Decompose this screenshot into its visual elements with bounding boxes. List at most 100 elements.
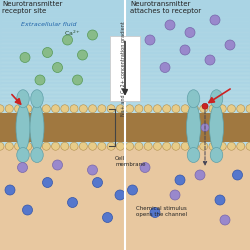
- Text: Neurotransmitter
receptor site: Neurotransmitter receptor site: [2, 1, 63, 14]
- Circle shape: [172, 105, 180, 113]
- Circle shape: [24, 142, 32, 150]
- Circle shape: [61, 105, 69, 113]
- Circle shape: [160, 62, 170, 72]
- Bar: [0, 105, 250, 109]
- Circle shape: [190, 142, 198, 150]
- Circle shape: [175, 175, 185, 185]
- Bar: [0, 101, 250, 105]
- Circle shape: [14, 142, 22, 150]
- Circle shape: [150, 208, 160, 218]
- Circle shape: [228, 105, 235, 113]
- Circle shape: [140, 162, 150, 172]
- Bar: [0, 52, 250, 56]
- Circle shape: [88, 105, 96, 113]
- Text: Extracellular fluid: Extracellular fluid: [21, 22, 77, 28]
- Ellipse shape: [187, 148, 200, 162]
- Circle shape: [215, 195, 225, 205]
- Bar: [0, 90, 250, 94]
- Circle shape: [70, 142, 78, 150]
- Bar: [0, 97, 250, 101]
- Circle shape: [163, 142, 171, 150]
- Circle shape: [33, 142, 41, 150]
- Bar: [0, 34, 250, 38]
- Circle shape: [154, 105, 162, 113]
- Circle shape: [126, 142, 134, 150]
- Circle shape: [145, 35, 155, 45]
- Bar: [0, 94, 250, 98]
- Ellipse shape: [186, 104, 200, 151]
- Circle shape: [88, 30, 98, 40]
- Circle shape: [172, 142, 180, 150]
- Circle shape: [128, 185, 138, 195]
- Circle shape: [126, 105, 134, 113]
- Circle shape: [52, 160, 62, 170]
- Circle shape: [116, 105, 124, 113]
- Circle shape: [98, 105, 106, 113]
- Bar: [0, 56, 250, 60]
- Circle shape: [22, 205, 32, 215]
- Circle shape: [0, 142, 4, 150]
- Circle shape: [14, 105, 22, 113]
- Circle shape: [33, 105, 41, 113]
- Circle shape: [246, 105, 250, 113]
- Circle shape: [88, 142, 96, 150]
- FancyBboxPatch shape: [0, 146, 250, 250]
- Circle shape: [135, 105, 143, 113]
- Circle shape: [170, 190, 180, 200]
- Circle shape: [115, 190, 125, 200]
- Circle shape: [68, 198, 78, 207]
- Circle shape: [61, 142, 69, 150]
- Circle shape: [200, 105, 208, 113]
- Circle shape: [200, 142, 208, 150]
- Ellipse shape: [31, 148, 43, 162]
- Bar: [0, 86, 250, 90]
- Circle shape: [185, 28, 195, 38]
- Bar: [0, 41, 250, 45]
- Circle shape: [98, 142, 106, 150]
- Circle shape: [78, 50, 88, 60]
- Circle shape: [202, 103, 208, 109]
- Bar: [0, 22, 250, 26]
- Circle shape: [24, 105, 32, 113]
- Bar: [0, 37, 250, 41]
- Circle shape: [209, 105, 217, 113]
- Circle shape: [42, 105, 50, 113]
- Circle shape: [180, 45, 190, 55]
- FancyBboxPatch shape: [110, 36, 140, 101]
- Circle shape: [42, 48, 52, 58]
- Circle shape: [79, 142, 87, 150]
- Ellipse shape: [17, 90, 29, 108]
- Circle shape: [70, 105, 78, 113]
- Text: Ca$^{2+}$: Ca$^{2+}$: [64, 29, 81, 38]
- Circle shape: [52, 142, 60, 150]
- Ellipse shape: [16, 104, 30, 151]
- Circle shape: [18, 162, 28, 172]
- Circle shape: [237, 105, 245, 113]
- Ellipse shape: [210, 104, 224, 151]
- Circle shape: [225, 40, 235, 50]
- Circle shape: [246, 142, 250, 150]
- Ellipse shape: [17, 148, 29, 162]
- Bar: [0, 0, 250, 4]
- Circle shape: [62, 35, 72, 45]
- Bar: [0, 71, 250, 75]
- Circle shape: [5, 185, 15, 195]
- Circle shape: [35, 75, 45, 85]
- Circle shape: [5, 142, 13, 150]
- Bar: [0, 11, 250, 15]
- Circle shape: [228, 142, 235, 150]
- Circle shape: [237, 142, 245, 150]
- Circle shape: [205, 55, 215, 65]
- Ellipse shape: [210, 90, 223, 108]
- Bar: [0, 19, 250, 22]
- Circle shape: [210, 15, 220, 25]
- Circle shape: [165, 20, 175, 30]
- Ellipse shape: [187, 90, 200, 108]
- Text: Neurotransmitter
attaches to receptor: Neurotransmitter attaches to receptor: [130, 1, 201, 14]
- Circle shape: [42, 178, 52, 188]
- Circle shape: [116, 142, 124, 150]
- Circle shape: [79, 105, 87, 113]
- Circle shape: [181, 142, 189, 150]
- Circle shape: [144, 105, 152, 113]
- Bar: [0, 67, 250, 71]
